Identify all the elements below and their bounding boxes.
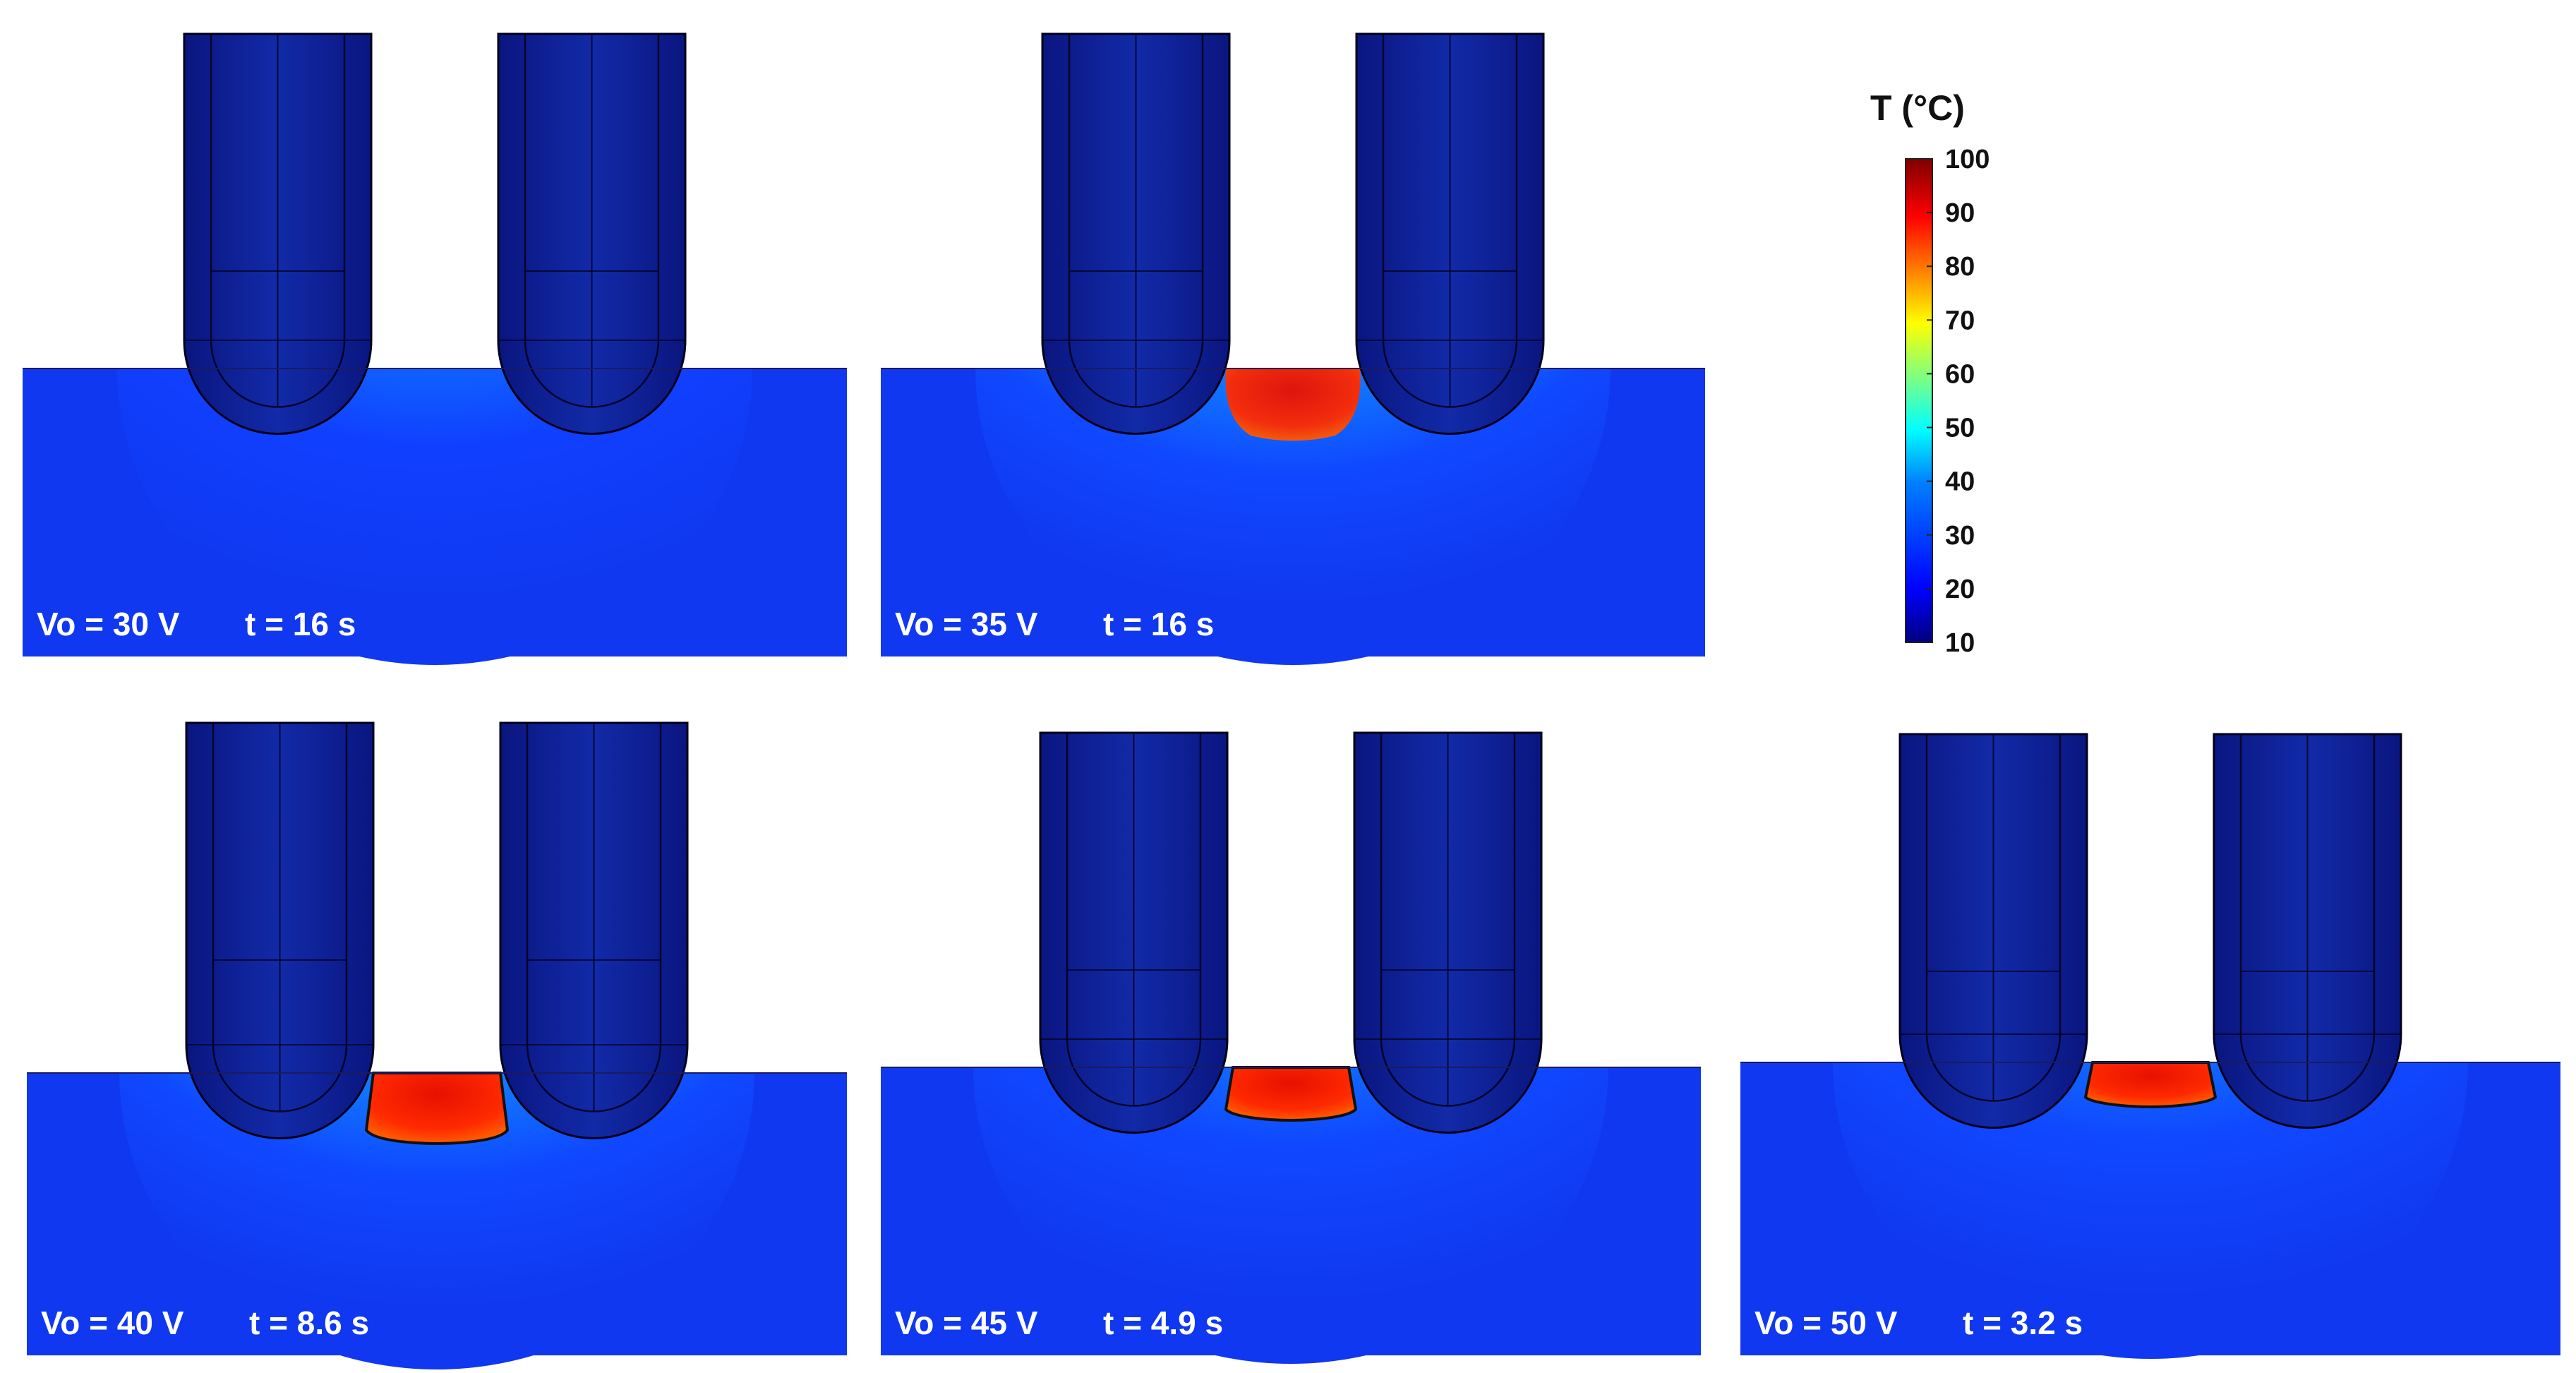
time-label: t = 16 s xyxy=(245,606,356,642)
colorbar-tick-label: 100 xyxy=(1945,145,1990,174)
colorbar-tick-label: 70 xyxy=(1945,306,1975,335)
background-cover xyxy=(874,726,1708,1067)
time-label: t = 16 s xyxy=(1103,606,1214,642)
left-electrode xyxy=(1898,733,2088,1129)
colorbar-tick-label: 20 xyxy=(1945,575,1975,604)
colorbar-tick-label: 40 xyxy=(1945,467,1975,497)
panels: Vo = 30 V t = 16 s Vo = 35 V t = 16 s Vo = 4… xyxy=(16,27,2568,1369)
left-electrode xyxy=(1041,32,1231,435)
temperature-colorbar: T (°C) 100 90 80 70 60 50 40 30 20 10 xyxy=(1870,88,1990,658)
left-electrode xyxy=(185,721,375,1139)
voltage-label: Vo = 40 V xyxy=(41,1305,184,1341)
colorbar-title: T (°C) xyxy=(1870,88,1965,128)
right-electrode xyxy=(499,721,689,1139)
right-electrode xyxy=(497,32,687,435)
background-cover xyxy=(1733,727,2568,1062)
right-electrode xyxy=(1353,731,1543,1134)
time-label: t = 8.6 s xyxy=(249,1305,369,1341)
right-electrode xyxy=(1355,32,1545,435)
right-electrode xyxy=(2213,733,2402,1129)
simulation-panel-2: Vo = 35 V t = 16 s xyxy=(874,27,1712,665)
colorbar-tick-label: 50 xyxy=(1945,414,1975,443)
simulation-panel-4: Vo = 45 V t = 4.9 s xyxy=(874,726,1708,1364)
colorbar-tick-label: 10 xyxy=(1945,628,1975,658)
melt-pool-contour xyxy=(364,1072,510,1145)
simulation-panel-1: Vo = 30 V t = 16 s xyxy=(16,27,854,665)
voltage-label: Vo = 30 V xyxy=(37,606,180,642)
colorbar-tick-label: 30 xyxy=(1945,521,1975,551)
colorbar-gradient xyxy=(1905,158,1933,643)
time-label: t = 3.2 s xyxy=(1963,1305,2083,1341)
left-electrode xyxy=(1039,731,1229,1134)
melt-pool-contour xyxy=(1224,1066,1358,1122)
background-cover xyxy=(16,27,854,368)
colorbar-tick-label: 80 xyxy=(1945,252,1975,282)
colorbar-ticks: 100 90 80 70 60 50 40 30 20 10 xyxy=(1927,145,1990,658)
simulation-panel-3: Vo = 40 V t = 8.6 s xyxy=(20,716,854,1369)
voltage-label: Vo = 45 V xyxy=(895,1305,1038,1341)
left-electrode xyxy=(183,32,373,435)
colorbar-tick-label: 60 xyxy=(1945,359,1975,389)
melt-pool-contour xyxy=(2083,1061,2217,1108)
background-cover xyxy=(874,27,1712,368)
simulation-panel-5: Vo = 50 V t = 3.2 s xyxy=(1733,727,2568,1359)
time-label: t = 4.9 s xyxy=(1103,1305,1223,1341)
voltage-label: Vo = 35 V xyxy=(895,606,1038,642)
background-cover xyxy=(20,716,854,1073)
hot-core xyxy=(1225,368,1361,441)
colorbar-tick-label: 90 xyxy=(1945,198,1975,228)
voltage-label: Vo = 50 V xyxy=(1755,1305,1898,1341)
